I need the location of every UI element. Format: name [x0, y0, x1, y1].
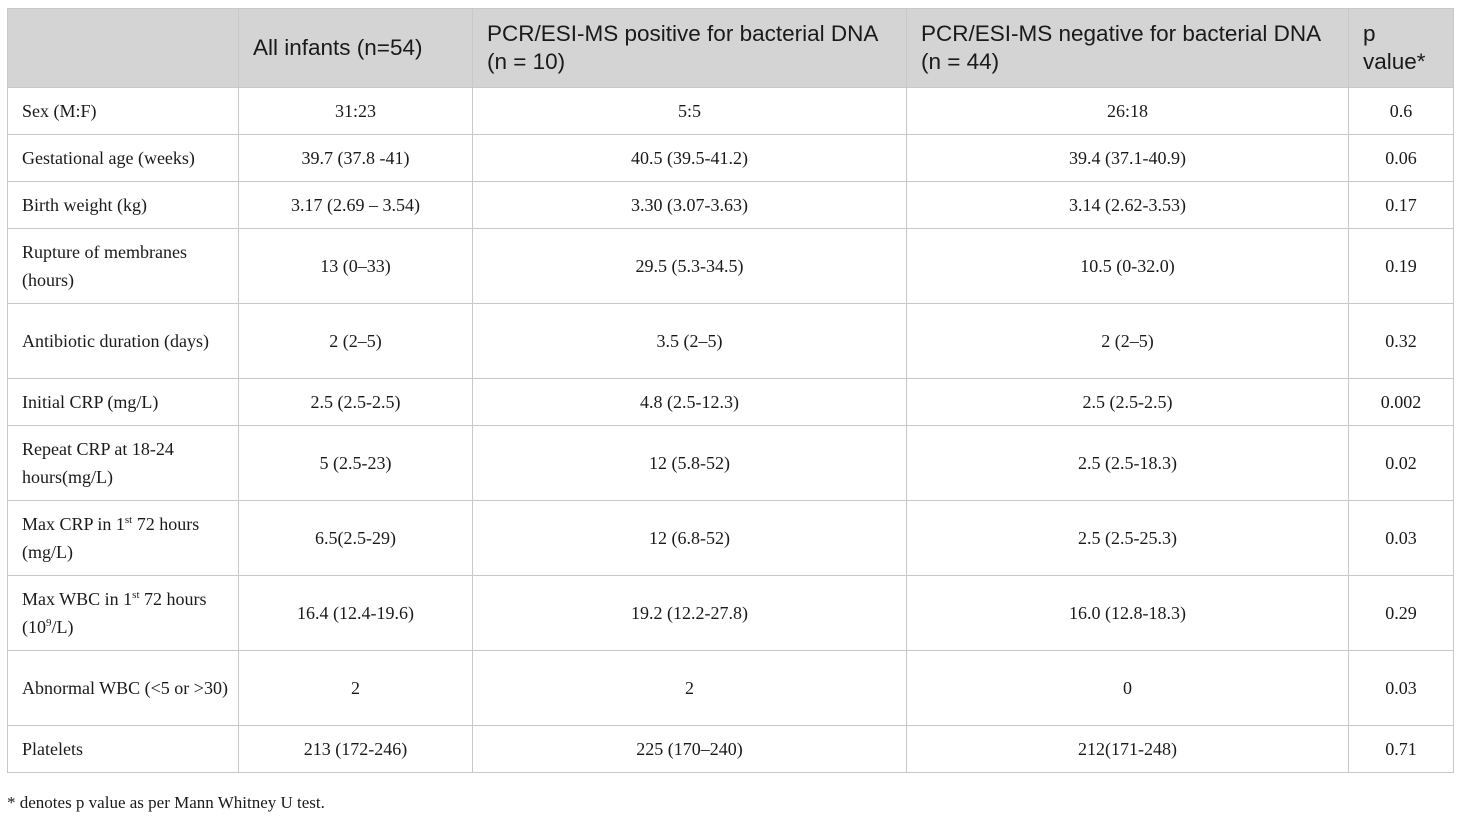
cell-positive: 40.5 (39.5-41.2)	[472, 134, 907, 182]
table-row: Rupture of membranes (hours) 13 (0–33) 2…	[7, 228, 1454, 304]
cell-positive: 3.5 (2–5)	[472, 303, 907, 379]
cell-all-infants: 213 (172-246)	[238, 725, 473, 773]
cell-p-value: 0.71	[1348, 725, 1454, 773]
header-cell-p-value: p value*	[1348, 8, 1454, 88]
row-label-text: 72 hours (10	[22, 589, 207, 637]
cell-positive: 12 (5.8-52)	[472, 425, 907, 501]
row-label: Abnormal WBC (<5 or >30)	[7, 650, 239, 726]
cell-p-value: 0.002	[1348, 378, 1454, 426]
superscript: st	[124, 514, 133, 526]
row-label: Antibiotic duration (days)	[7, 303, 239, 379]
cell-positive: 19.2 (12.2-27.8)	[472, 575, 907, 651]
table-row: Sex (M:F) 31:23 5:5 26:18 0.6	[7, 87, 1454, 135]
cell-all-infants: 31:23	[238, 87, 473, 135]
cell-positive: 2	[472, 650, 907, 726]
header-cell-negative: PCR/ESI-MS negative for bacterial DNA (n…	[906, 8, 1349, 88]
cell-negative: 3.14 (2.62-3.53)	[906, 181, 1349, 229]
cell-negative: 212(171-248)	[906, 725, 1349, 773]
cell-positive: 225 (170–240)	[472, 725, 907, 773]
header-cell-empty	[7, 8, 239, 88]
table-row: Gestational age (weeks) 39.7 (37.8 -41) …	[7, 134, 1454, 182]
cell-negative: 10.5 (0-32.0)	[906, 228, 1349, 304]
cell-p-value: 0.06	[1348, 134, 1454, 182]
table-footnote: * denotes p value as per Mann Whitney U …	[7, 793, 325, 812]
cell-p-value: 0.03	[1348, 500, 1454, 576]
row-label: Sex (M:F)	[7, 87, 239, 135]
table-row: Abnormal WBC (<5 or >30) 2 2 0 0.03	[7, 650, 1454, 726]
cell-positive: 4.8 (2.5-12.3)	[472, 378, 907, 426]
row-label: Max CRP in 1st 72 hours (mg/L)	[7, 500, 239, 576]
cell-negative: 2.5 (2.5-25.3)	[906, 500, 1349, 576]
table-row: Birth weight (kg) 3.17 (2.69 – 3.54) 3.3…	[7, 181, 1454, 229]
cell-negative: 2 (2–5)	[906, 303, 1349, 379]
cell-all-infants: 39.7 (37.8 -41)	[238, 134, 473, 182]
results-table: All infants (n=54) PCR/ESI-MS positive f…	[7, 8, 1454, 773]
cell-negative: 2.5 (2.5-2.5)	[906, 378, 1349, 426]
cell-p-value: 0.6	[1348, 87, 1454, 135]
table-container: All infants (n=54) PCR/ESI-MS positive f…	[7, 8, 1454, 773]
row-label: Rupture of membranes (hours)	[7, 228, 239, 304]
cell-all-infants: 6.5(2.5-29)	[238, 500, 473, 576]
row-label-text: Max WBC in 1	[22, 589, 133, 609]
cell-positive: 12 (6.8-52)	[472, 500, 907, 576]
superscript: st	[132, 589, 140, 601]
cell-p-value: 0.29	[1348, 575, 1454, 651]
cell-positive: 29.5 (5.3-34.5)	[472, 228, 907, 304]
cell-all-infants: 13 (0–33)	[238, 228, 473, 304]
cell-negative: 39.4 (37.1-40.9)	[906, 134, 1349, 182]
table-body: Sex (M:F) 31:23 5:5 26:18 0.6 Gestationa…	[7, 87, 1454, 773]
cell-negative: 0	[906, 650, 1349, 726]
cell-p-value: 0.32	[1348, 303, 1454, 379]
row-label-text: 72 hours (mg/L)	[22, 514, 200, 562]
row-label: Repeat CRP at 18-24 hours(mg/L)	[7, 425, 239, 501]
cell-p-value: 0.17	[1348, 181, 1454, 229]
table-row: Max CRP in 1st 72 hours (mg/L) 6.5(2.5-2…	[7, 500, 1454, 576]
cell-all-infants: 3.17 (2.69 – 3.54)	[238, 181, 473, 229]
table-row: Initial CRP (mg/L) 2.5 (2.5-2.5) 4.8 (2.…	[7, 378, 1454, 426]
cell-negative: 16.0 (12.8-18.3)	[906, 575, 1349, 651]
row-label: Birth weight (kg)	[7, 181, 239, 229]
row-label: Initial CRP (mg/L)	[7, 378, 239, 426]
cell-negative: 2.5 (2.5-18.3)	[906, 425, 1349, 501]
row-label-text: /L)	[51, 617, 74, 637]
cell-all-infants: 2 (2–5)	[238, 303, 473, 379]
cell-p-value: 0.03	[1348, 650, 1454, 726]
superscript: 9	[46, 617, 52, 629]
header-cell-positive: PCR/ESI-MS positive for bacterial DNA (n…	[472, 8, 907, 88]
cell-p-value: 0.02	[1348, 425, 1454, 501]
cell-all-infants: 2.5 (2.5-2.5)	[238, 378, 473, 426]
row-label: Max WBC in 1st 72 hours (109/L)	[7, 575, 239, 651]
row-label: Platelets	[7, 725, 239, 773]
table-row: Antibiotic duration (days) 2 (2–5) 3.5 (…	[7, 303, 1454, 379]
table-header: All infants (n=54) PCR/ESI-MS positive f…	[7, 8, 1454, 88]
row-label: Gestational age (weeks)	[7, 134, 239, 182]
header-cell-all-infants: All infants (n=54)	[238, 8, 473, 88]
row-label-text: Max CRP in 1	[22, 514, 125, 534]
table-row: Platelets 213 (172-246) 225 (170–240) 21…	[7, 725, 1454, 773]
cell-all-infants: 16.4 (12.4-19.6)	[238, 575, 473, 651]
cell-positive: 5:5	[472, 87, 907, 135]
table-row: Max WBC in 1st 72 hours (109/L) 16.4 (12…	[7, 575, 1454, 651]
cell-all-infants: 2	[238, 650, 473, 726]
header-row: All infants (n=54) PCR/ESI-MS positive f…	[7, 8, 1454, 88]
cell-positive: 3.30 (3.07-3.63)	[472, 181, 907, 229]
table-row: Repeat CRP at 18-24 hours(mg/L) 5 (2.5-2…	[7, 425, 1454, 501]
cell-p-value: 0.19	[1348, 228, 1454, 304]
cell-negative: 26:18	[906, 87, 1349, 135]
cell-all-infants: 5 (2.5-23)	[238, 425, 473, 501]
